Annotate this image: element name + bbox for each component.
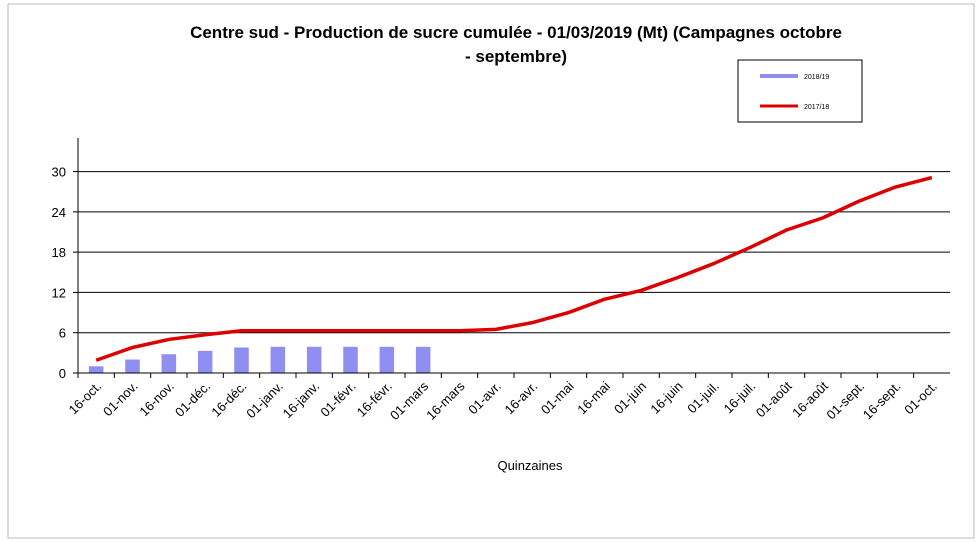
chart-title: Centre sud - Production de sucre cumulée…	[190, 23, 842, 66]
legend-label: 2017/18	[804, 104, 829, 111]
y-tick-label: 30	[52, 165, 66, 180]
y-tick-label: 24	[52, 205, 66, 220]
bar	[197, 350, 213, 373]
bar	[88, 366, 104, 373]
bar	[161, 354, 177, 373]
bar	[343, 346, 358, 373]
y-tick-label: 12	[52, 285, 66, 300]
y-tick-label: 18	[52, 245, 66, 260]
bar	[125, 359, 140, 373]
bar	[234, 347, 249, 373]
bar	[379, 346, 395, 373]
legend-label: 2018/19	[804, 74, 829, 81]
bar	[270, 346, 286, 373]
y-tick-label: 6	[59, 326, 66, 341]
x-axis-title: Quinzaines	[497, 458, 563, 473]
bar	[306, 346, 322, 373]
bar	[415, 346, 431, 373]
line	[95, 175, 933, 362]
y-tick-label: 0	[59, 366, 66, 381]
legend-box	[737, 59, 863, 123]
